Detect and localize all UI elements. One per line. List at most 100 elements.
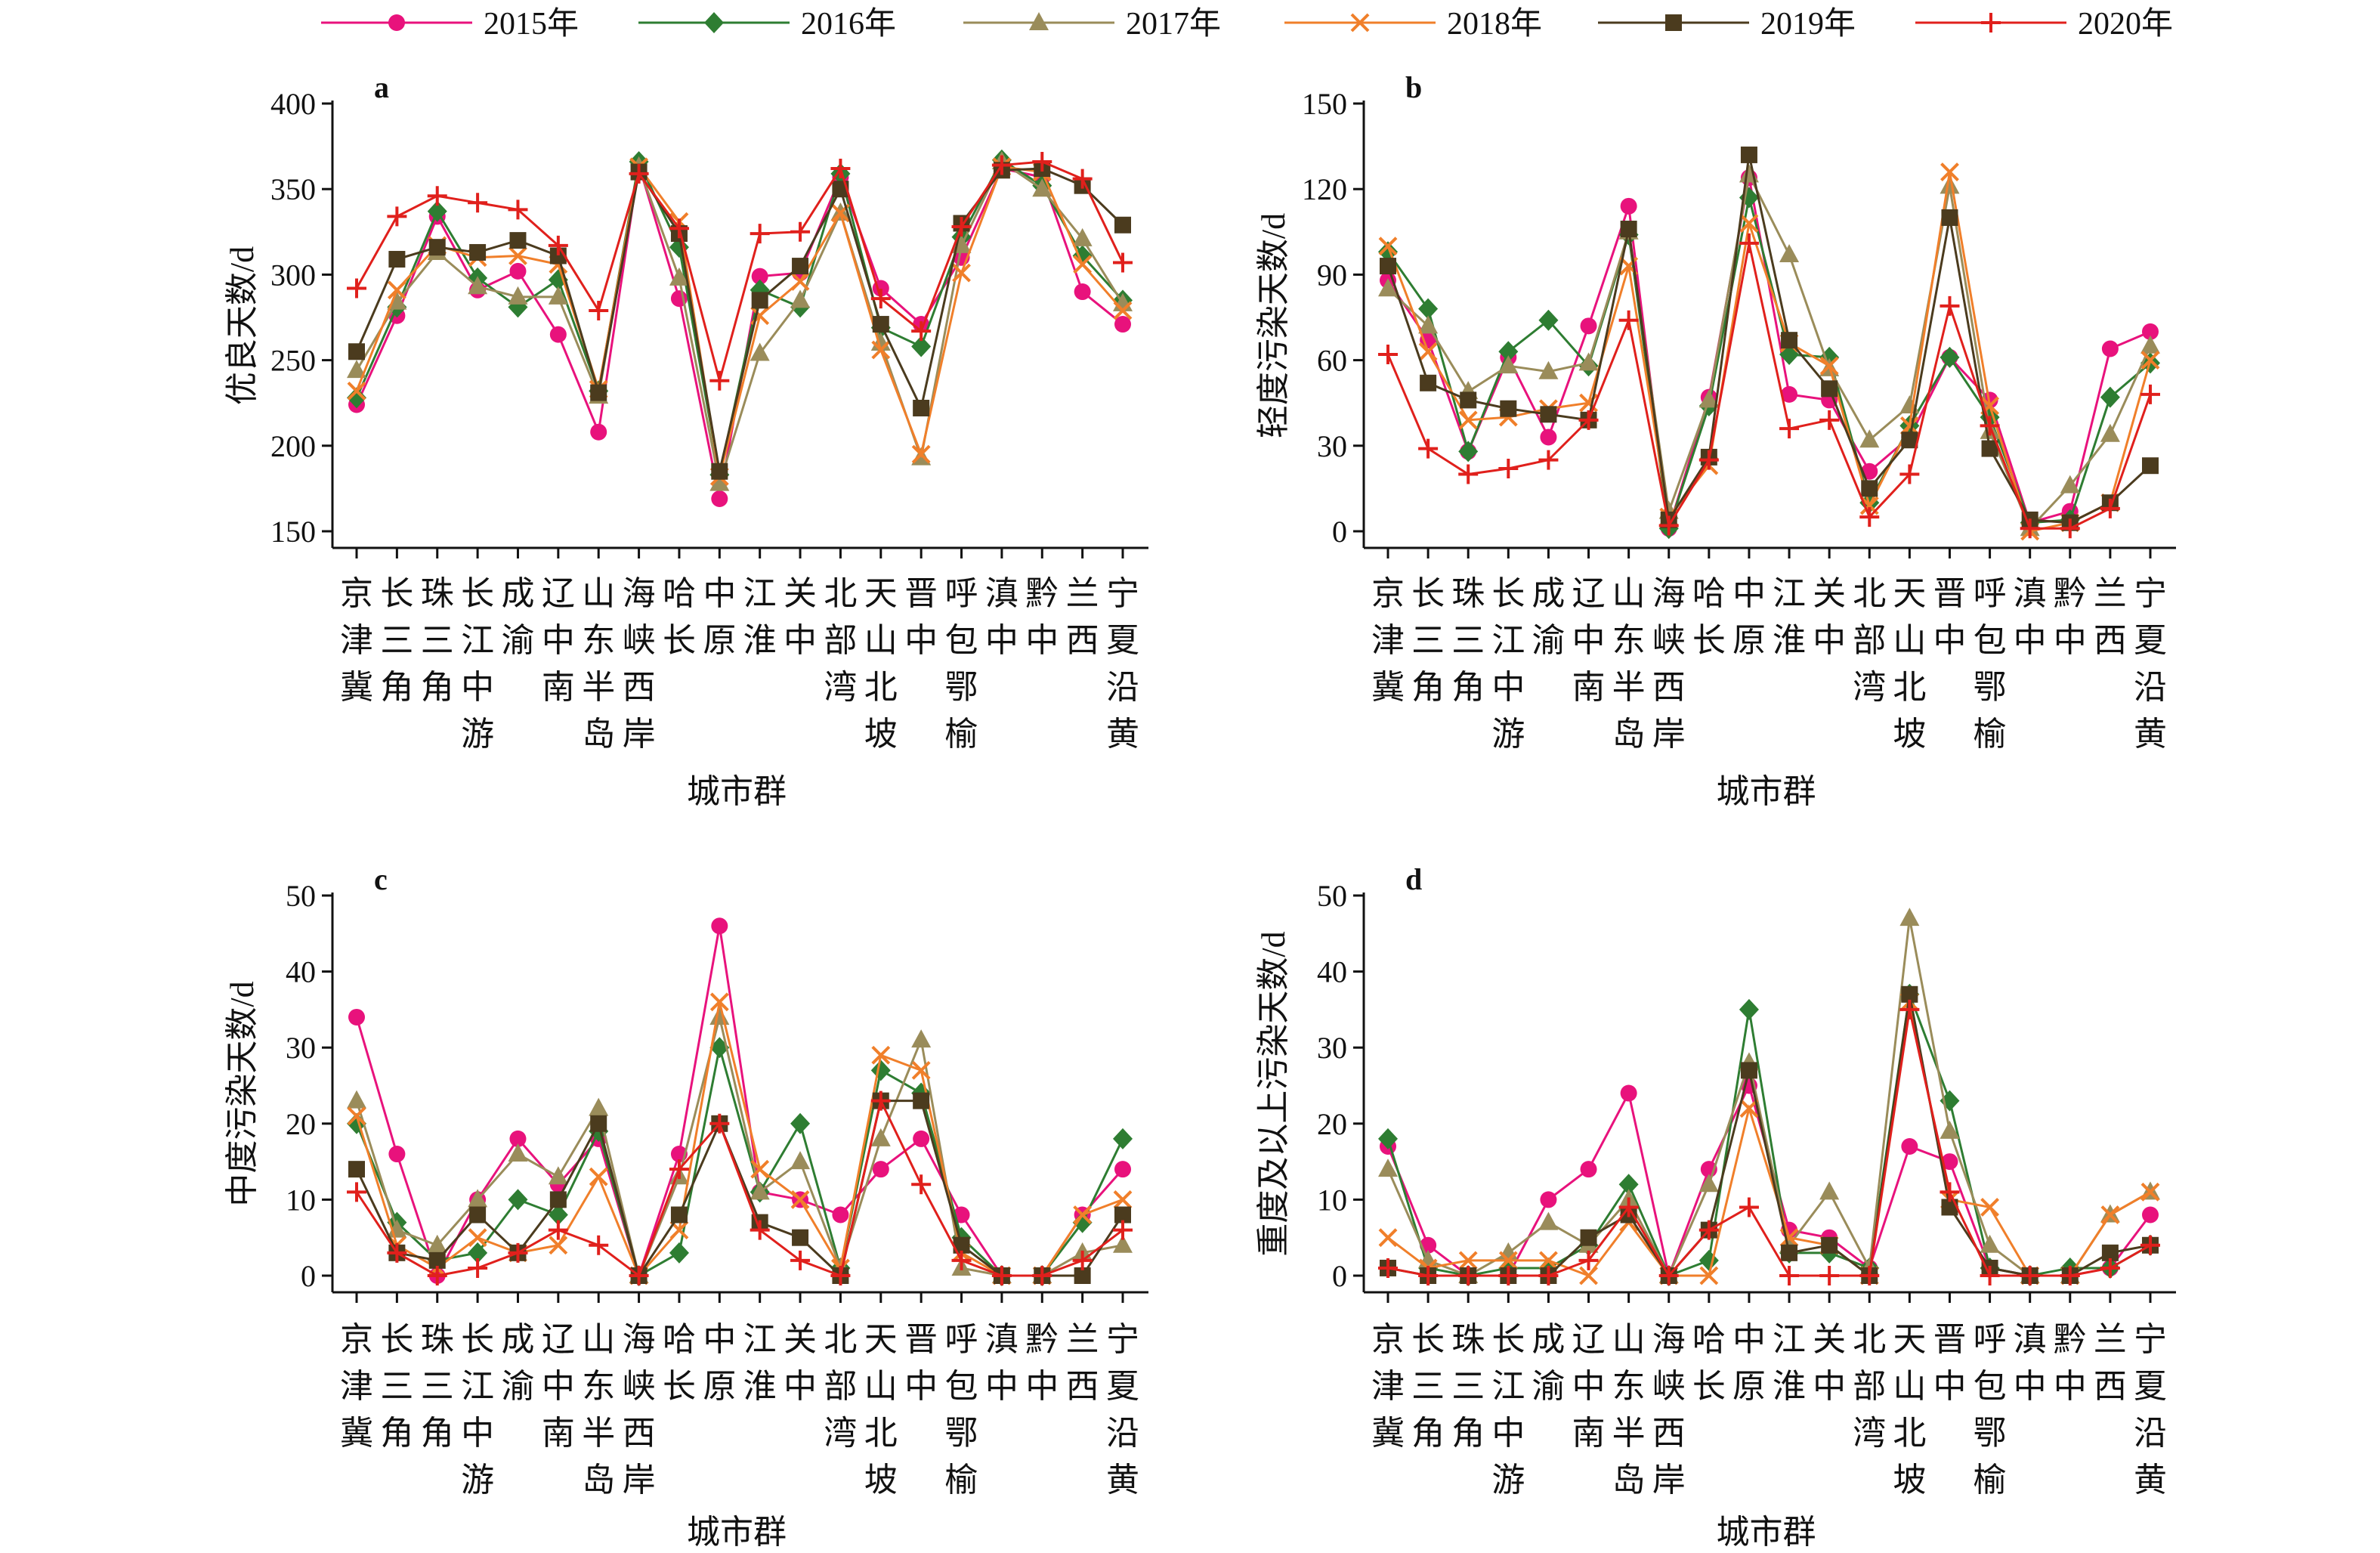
data-point — [428, 1251, 446, 1269]
series-line — [355, 160, 1124, 385]
data-point — [1540, 1191, 1557, 1208]
data-point — [750, 1220, 770, 1240]
data-point — [468, 276, 488, 295]
data-point — [1861, 480, 1878, 497]
data-point — [1114, 1206, 1131, 1224]
data-point — [750, 224, 770, 244]
x-tick-label: 天山北坡 — [864, 575, 898, 753]
data-point — [1899, 464, 1920, 484]
x-tick-label: 关中 — [1813, 575, 1846, 659]
x-tick-label: 珠三角 — [421, 575, 454, 706]
data-point — [1698, 1174, 1719, 1193]
x-tick-label: 兰西 — [1066, 575, 1099, 659]
data-point — [2100, 386, 2120, 408]
data-point — [1418, 438, 1439, 459]
data-point — [1739, 998, 1759, 1020]
data-point — [2020, 1266, 2040, 1285]
data-point — [2100, 423, 2120, 442]
data-point — [790, 272, 810, 291]
series-2020年 — [347, 151, 1133, 391]
data-point — [1740, 146, 1757, 163]
x-tick-label: 北部湾 — [824, 1321, 857, 1452]
data-point — [1378, 345, 1398, 365]
data-point — [709, 370, 730, 391]
y-axis-label: 中度污染天数/d — [224, 981, 261, 1206]
data-point — [1739, 1099, 1759, 1118]
data-point — [1113, 301, 1133, 320]
legend-item: 2020年 — [1915, 6, 2173, 42]
panel-d: 0 10 20 30 40 50 京津冀长三角珠三角长江中游成渝辽中南山东半岛海峡西岸哈长中… — [1255, 862, 2176, 1551]
data-point — [427, 1234, 447, 1253]
x-tick-label: 黔中 — [2054, 575, 2087, 659]
series-2017年 — [1378, 164, 2160, 537]
data-point — [1859, 507, 1880, 527]
x-tick-label: 长江中游 — [461, 575, 494, 753]
data-point — [1859, 429, 1880, 448]
panel-label-c: c — [374, 862, 388, 896]
data-point — [1899, 416, 1919, 435]
legend-item: 2016年 — [638, 6, 896, 42]
series-2016年 — [1378, 187, 2160, 540]
x-tick-label: 哈长 — [663, 575, 696, 659]
series-2017年 — [347, 150, 1133, 491]
y-tick-label: 300 — [270, 258, 316, 292]
data-point — [2060, 475, 2080, 493]
data-point — [2100, 1258, 2120, 1278]
x-tick-label: 中原 — [703, 1321, 736, 1405]
data-point — [1498, 1251, 1518, 1270]
data-point — [1074, 283, 1091, 301]
series-line — [1386, 989, 2151, 1277]
legend-item: 2017年 — [963, 6, 1221, 42]
x-tick-label: 晋中 — [904, 1321, 938, 1405]
data-point — [1538, 309, 1559, 331]
x-tick-label: 呼包鄂榆 — [1974, 1321, 2007, 1499]
data-point — [792, 258, 809, 275]
data-point — [590, 384, 607, 401]
series-line — [355, 925, 1124, 1280]
data-point — [913, 399, 930, 416]
x-tick-label: 成渝 — [501, 575, 534, 659]
series-2018年 — [1378, 162, 2160, 541]
data-point — [548, 286, 568, 305]
data-point — [589, 300, 609, 320]
data-point — [548, 1204, 568, 1226]
data-point — [790, 221, 811, 242]
x-tick-label: 珠三角 — [1451, 1321, 1485, 1452]
x-tick-label: 宁夏沿黄 — [1106, 575, 1139, 753]
series-2020年 — [1378, 999, 2160, 1285]
data-point — [1072, 169, 1093, 189]
y-axis-label: 优良天数/d — [224, 246, 261, 405]
x-tick-label: 滇中 — [2014, 1321, 2047, 1405]
legend-marker — [388, 14, 405, 31]
data-point — [1538, 1266, 1559, 1285]
data-point — [1498, 1242, 1519, 1261]
x-tick-label: 成渝 — [1532, 575, 1565, 659]
data-point — [1819, 1181, 1840, 1200]
legend: 2015年 2016年 2017年 2018年 2019年 2020年 — [321, 6, 2173, 42]
series-line — [355, 1001, 1124, 1278]
data-point — [1113, 252, 1133, 273]
data-point — [509, 232, 527, 249]
data-point — [1420, 374, 1437, 391]
data-point — [1739, 1197, 1759, 1217]
series-line — [355, 1097, 1124, 1278]
data-point — [469, 1206, 487, 1224]
data-point — [589, 1097, 609, 1116]
data-point — [953, 1236, 970, 1254]
data-point — [427, 200, 447, 222]
x-tick-label: 中原 — [703, 575, 736, 659]
x-tick-label: 宁夏沿黄 — [1106, 1321, 1139, 1499]
series-2020年 — [347, 1091, 1133, 1285]
data-point — [1074, 1267, 1091, 1284]
data-point — [388, 1146, 406, 1163]
data-point — [1380, 258, 1396, 275]
data-point — [387, 280, 406, 300]
data-point — [911, 336, 932, 357]
y-tick-label: 30 — [1317, 429, 1347, 463]
data-point — [1580, 1229, 1597, 1246]
data-point — [991, 155, 1012, 175]
data-point — [468, 1228, 487, 1248]
data-point — [1418, 342, 1438, 361]
series-line — [1387, 1001, 2151, 1278]
legend-marker — [704, 12, 724, 33]
